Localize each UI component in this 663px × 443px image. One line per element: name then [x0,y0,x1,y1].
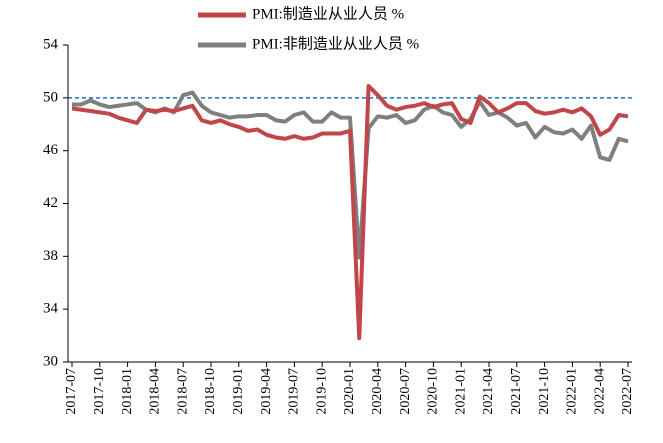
x-tick-label: 2018-04 [148,368,163,415]
x-tick-label: 2020-04 [370,368,385,415]
y-tick-label: 54 [43,36,59,52]
x-tick-label: 2021-04 [481,368,496,415]
x-tick-label: 2019-07 [287,368,302,415]
x-tick-label: 2022-01 [565,368,580,415]
x-tick-label: 2022-07 [620,368,635,415]
y-tick-label: 30 [43,353,58,369]
x-tick-label: 2018-07 [175,368,190,415]
y-tick-label: 46 [43,142,59,158]
series-line [71,83,629,341]
x-tick-label: 2021-01 [453,368,468,415]
x-tick-label: 2021-07 [509,368,524,415]
x-tick-label: 2019-10 [314,368,329,415]
x-tick-label: 2018-01 [120,368,135,415]
legend-label: PMI:非制造业从业人员 % [252,35,419,52]
legend-label: PMI:制造业从业人员 % [252,5,404,22]
y-tick-label: 42 [43,195,58,211]
x-tick-label: 2020-01 [342,368,357,415]
x-tick-label: 2019-01 [231,368,246,415]
y-tick-label: 34 [43,301,59,317]
x-tick-label: 2020-10 [426,368,441,415]
y-tick-label: 38 [43,248,58,264]
x-tick-label: 2020-07 [398,368,413,415]
x-tick-label: 2017-07 [64,368,79,415]
x-tick-label: 2019-04 [259,368,274,415]
y-tick-label: 50 [43,89,58,105]
x-tick-label: 2021-10 [537,368,552,415]
x-tick-label: 2017-10 [92,368,107,415]
x-tick-label: 2022-04 [592,368,607,415]
x-tick-label: 2018-10 [203,368,218,415]
